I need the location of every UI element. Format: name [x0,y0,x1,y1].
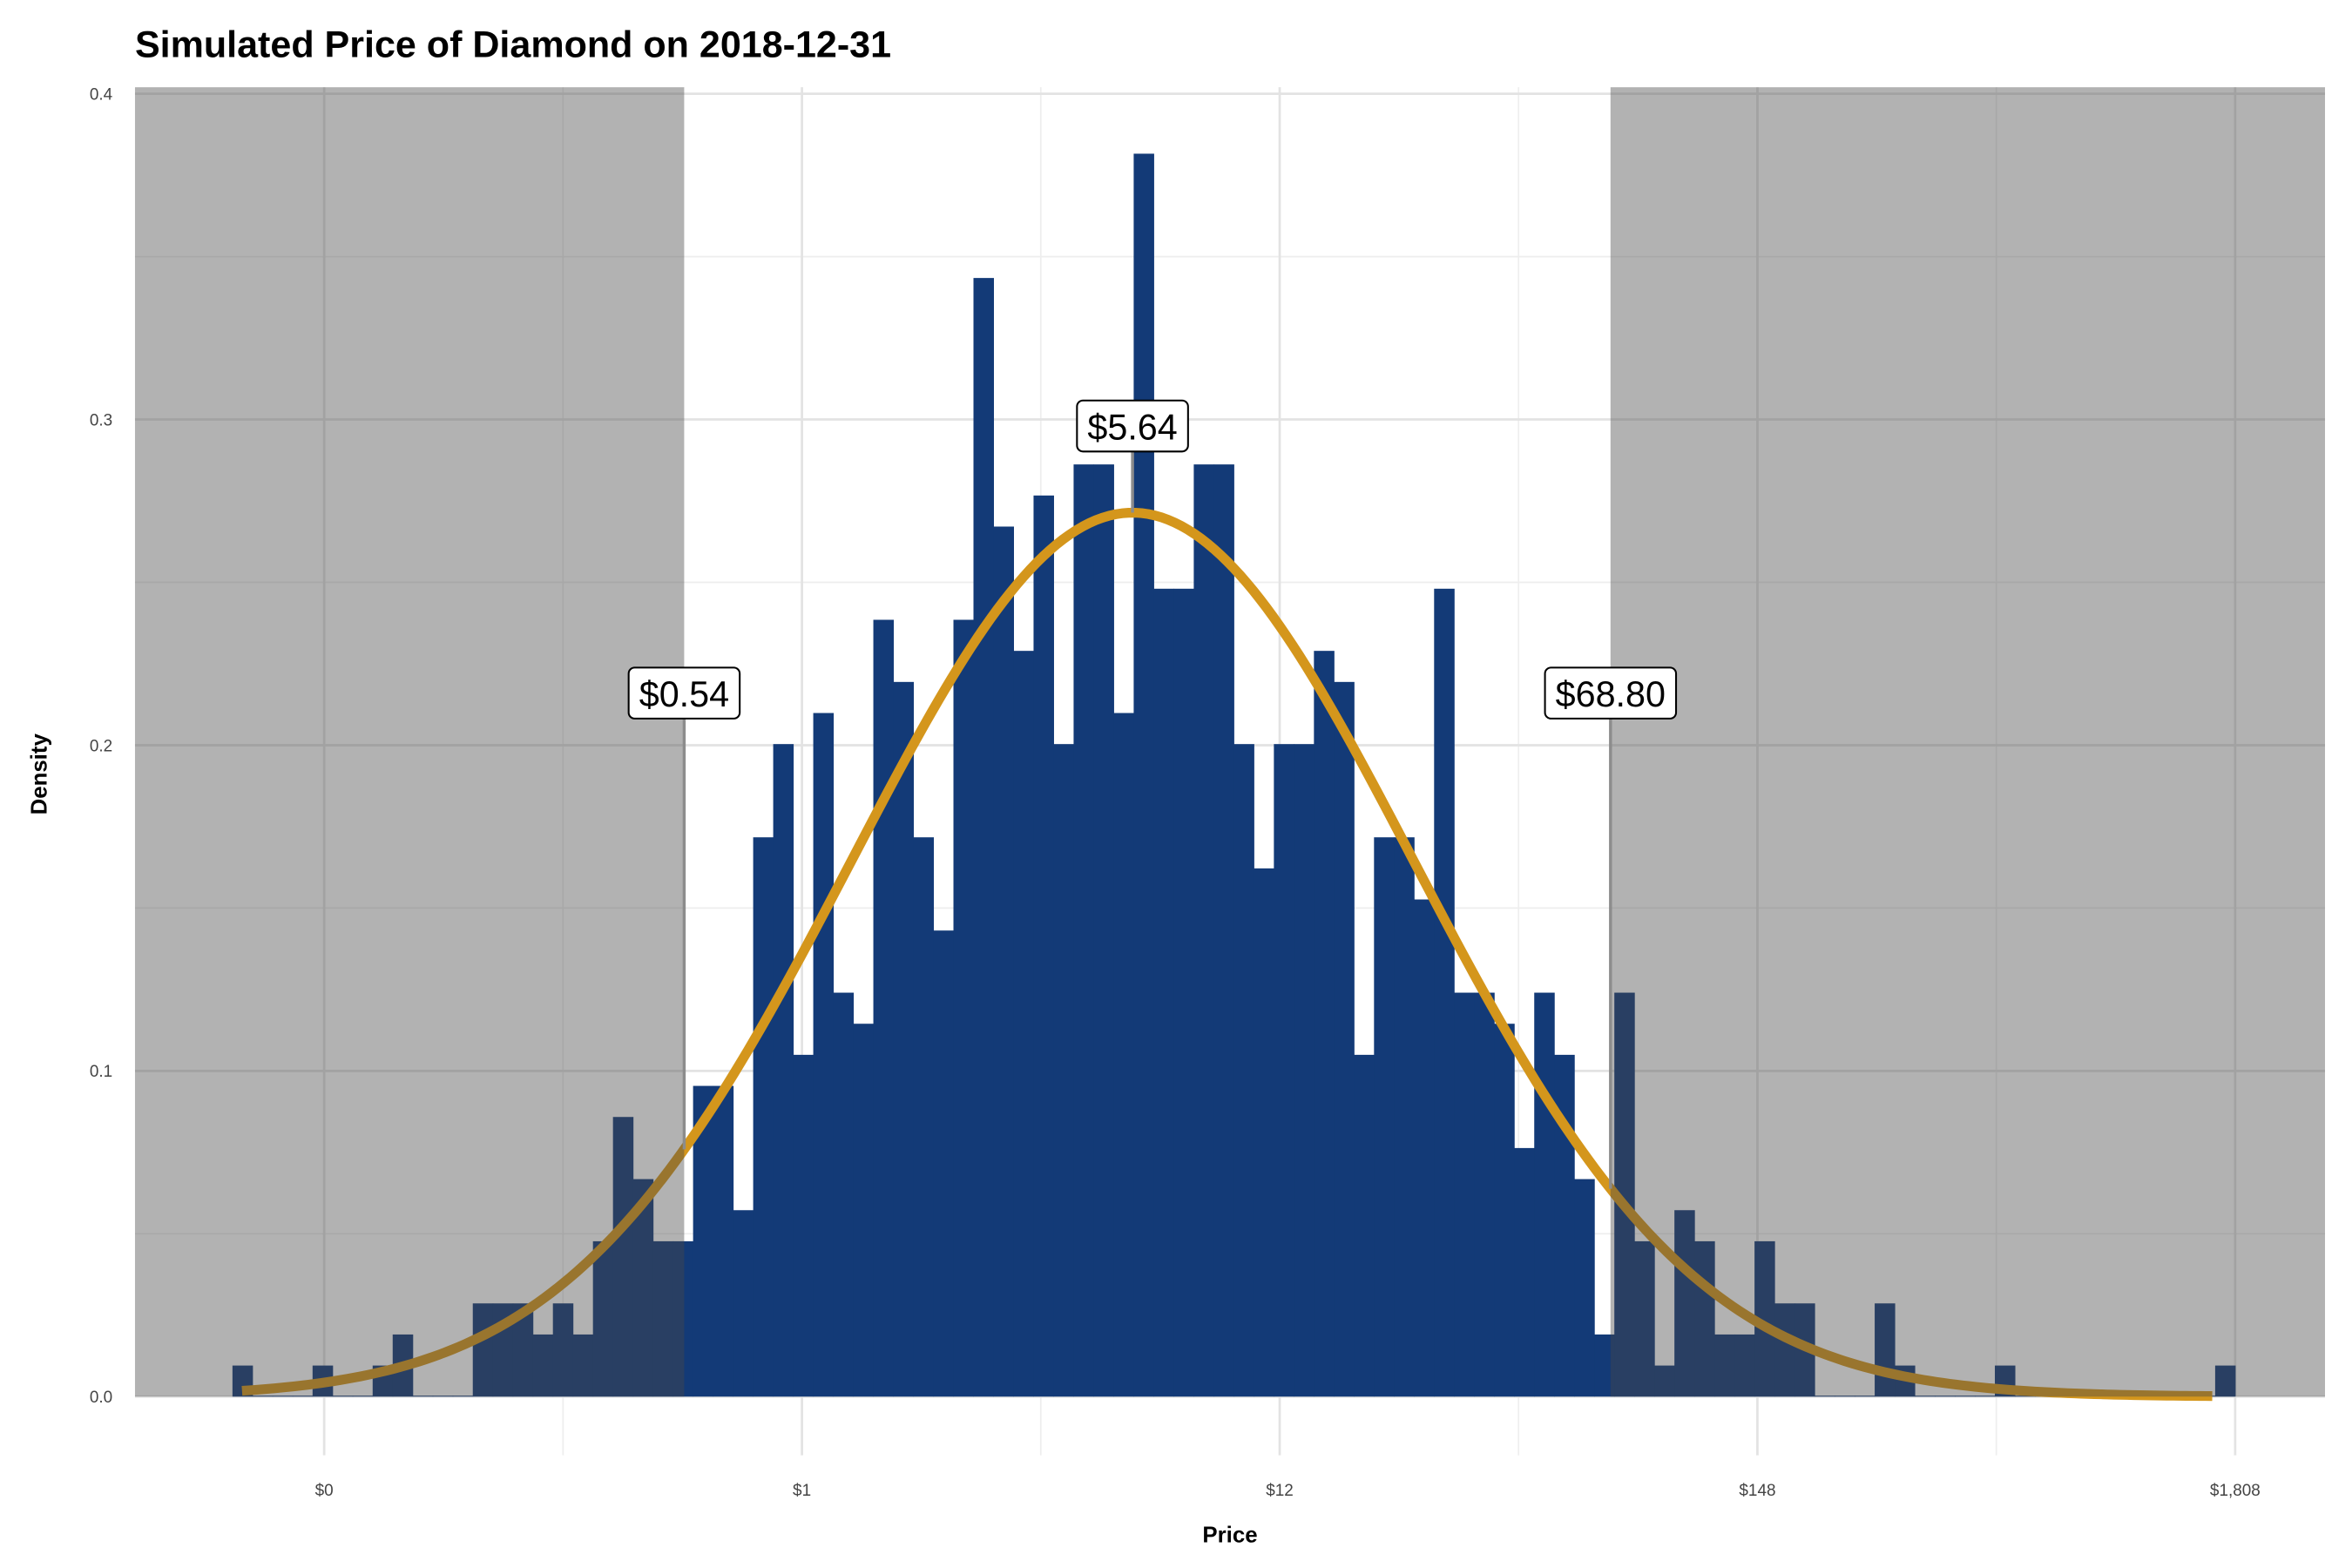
x-tick-label: $1,808 [2210,1482,2261,1500]
histogram-bar [1454,992,1475,1397]
histogram-bar [1374,837,1395,1397]
normal-density-curve [241,507,2213,1402]
histogram-bar [793,1054,814,1397]
histogram-bar [592,1240,614,1397]
y-tick-label: 0.2 [90,737,112,755]
histogram-bar [973,278,995,1397]
histogram-bar [893,681,915,1397]
annotation-label: $0.54 [627,666,741,720]
histogram-bar [993,526,1014,1397]
histogram-bar [1294,744,1315,1397]
histogram-bar [1133,153,1154,1397]
histogram-bar [1053,744,1074,1397]
y-tick-label: 0.0 [90,1389,112,1407]
y-tick-label: 0.4 [90,86,112,105]
shaded-tail-region [1610,87,2326,1397]
histogram-bar [1354,1054,1375,1397]
histogram-bar [512,1303,534,1397]
histogram-bar [632,1179,654,1397]
annotation-text: $0.54 [639,674,729,714]
annotation-label: $5.64 [1076,399,1189,453]
histogram-bar [1534,992,1555,1397]
histogram-bar [1474,992,1495,1397]
histogram-bar [652,1240,674,1397]
histogram-bar [1093,464,1114,1397]
histogram-bar [1254,868,1274,1397]
histogram-bar [1153,588,1174,1397]
shaded-tail-region [134,87,685,1397]
histogram-bar [1394,837,1415,1397]
histogram-bar [1634,1240,1655,1397]
histogram-bar [1233,744,1254,1397]
y-axis-ticks: 0.0 0.1 0.2 0.3 0.4 [90,86,112,1408]
histogram-bar [1274,744,1294,1397]
histogram-bar [833,992,855,1397]
histogram-bar [873,619,895,1397]
histogram-bar [612,1117,634,1397]
histogram-bar [1754,1240,1775,1397]
histogram-bar [1514,1147,1535,1397]
histogram-bar [2214,1365,2236,1397]
annotation-text: $5.64 [1087,408,1177,448]
histogram-bar [1434,588,1455,1397]
histogram-bar [1193,464,1214,1397]
histogram-bar [1334,681,1355,1397]
histogram-bar [933,930,955,1397]
histogram-bar [733,1210,754,1397]
histogram-bar [1494,1024,1515,1397]
histogram-bar [1574,1179,1595,1397]
x-tick-label: $148 [1739,1482,1775,1500]
annotation-label: $68.80 [1544,666,1678,720]
histogram-bar [1654,1365,1675,1397]
histogram-bar [953,619,975,1397]
x-axis-title: Price [1202,1523,1257,1547]
histogram-bar [1033,495,1054,1397]
y-tick-label: 0.1 [90,1063,112,1081]
y-axis-title: Density [27,733,51,815]
x-tick-label: $0 [315,1482,334,1500]
normal-curve [241,507,2213,1402]
chart-title: Simulated Price of Diamond on 2018-12-31 [135,24,891,66]
x-axis-ticks: $0 $1 $12 $148 $1,808 [315,1482,2261,1500]
histogram-bar [472,1303,494,1397]
y-tick-label: 0.3 [90,411,112,429]
histogram-bar [813,713,835,1397]
histogram-bar [1113,713,1134,1397]
histogram-bar [713,1085,734,1397]
histogram-bar [693,1085,714,1397]
histogram-bars [232,153,2236,1397]
histogram-bar [913,837,935,1397]
shaded-regions [134,87,2326,1397]
x-tick-label: $12 [1266,1482,1294,1500]
histogram-bar [1013,651,1034,1397]
histogram-bar [1213,464,1234,1397]
histogram-bar [572,1334,594,1397]
annotation-box [627,666,741,720]
histogram-bar [1314,651,1335,1397]
histogram-bar [1734,1334,1755,1397]
histogram-bar [773,744,794,1397]
histogram-bar [1414,899,1435,1397]
histogram-bar [552,1303,574,1397]
annotation-box [1544,666,1678,720]
histogram-bar [853,1024,875,1397]
grid [134,87,2326,1456]
histogram-bar [1714,1334,1735,1397]
histogram-bar [1774,1303,1795,1397]
x-tick-label: $1 [793,1482,811,1500]
annotation-box [1076,399,1189,453]
histogram-bar [1594,1334,1615,1397]
histogram-bar [753,837,774,1397]
annotation-text: $68.80 [1556,674,1666,714]
histogram-bar [1173,588,1194,1397]
histogram-bar [1614,992,1635,1397]
annotations: $0.54 $5.64 $68.80 [627,399,1678,1189]
histogram-bar [1073,464,1094,1397]
histogram-bar [672,1240,694,1397]
histogram-bar [1674,1210,1695,1397]
histogram-bar [532,1334,554,1397]
